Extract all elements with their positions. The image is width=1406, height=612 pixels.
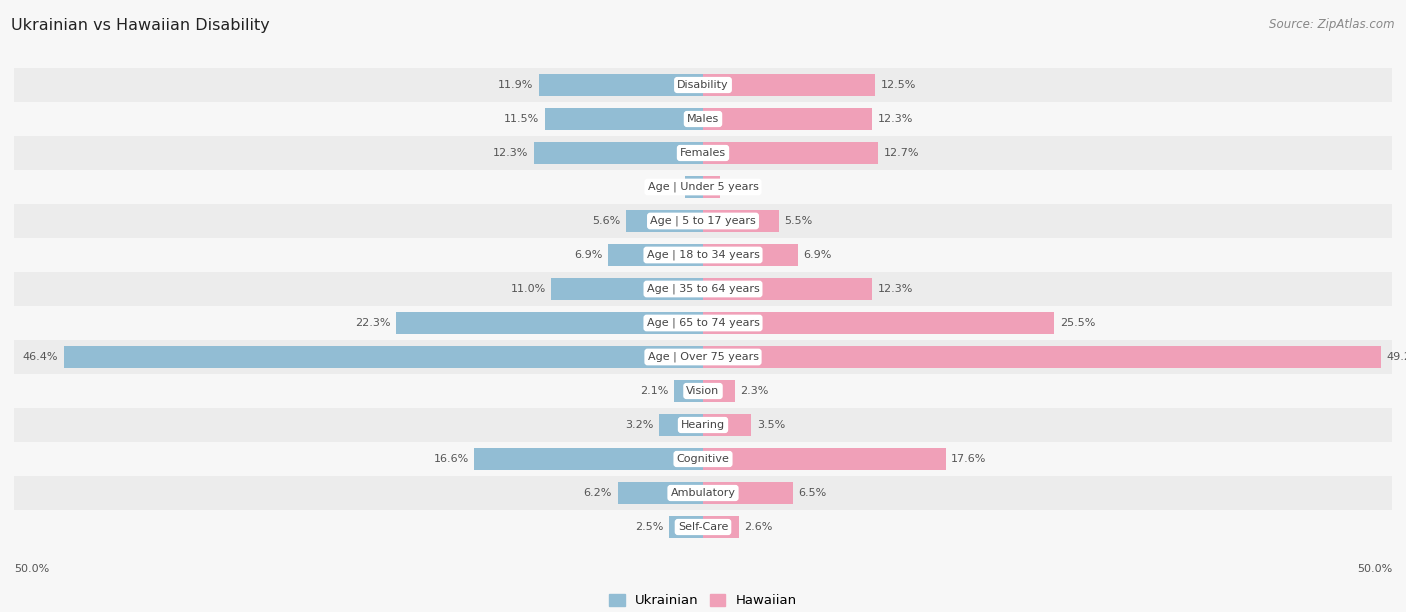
Bar [703, 75, 875, 95]
Text: Age | 65 to 74 years: Age | 65 to 74 years [647, 318, 759, 328]
Bar [659, 414, 703, 436]
Text: Age | 35 to 64 years: Age | 35 to 64 years [647, 284, 759, 294]
Bar [673, 381, 703, 401]
Text: 6.2%: 6.2% [583, 488, 612, 498]
Text: Disability: Disability [678, 80, 728, 90]
Text: 46.4%: 46.4% [22, 352, 58, 362]
Bar [14, 442, 1392, 476]
Text: Age | 5 to 17 years: Age | 5 to 17 years [650, 216, 756, 226]
Text: 3.2%: 3.2% [626, 420, 654, 430]
Text: 50.0%: 50.0% [14, 564, 49, 575]
Bar [474, 449, 703, 469]
Bar [703, 346, 1381, 368]
Bar [14, 68, 1392, 102]
Bar [533, 143, 703, 163]
Text: 11.0%: 11.0% [510, 284, 546, 294]
Bar [14, 408, 1392, 442]
Bar [63, 346, 703, 368]
Bar [703, 108, 873, 130]
Legend: Ukrainian, Hawaiian: Ukrainian, Hawaiian [603, 589, 803, 612]
Bar [703, 414, 751, 436]
Text: 6.9%: 6.9% [574, 250, 602, 260]
Text: Self-Care: Self-Care [678, 522, 728, 532]
Bar [703, 176, 720, 198]
Text: 12.3%: 12.3% [877, 114, 914, 124]
Text: 2.1%: 2.1% [640, 386, 669, 396]
Bar [538, 75, 703, 95]
Text: 2.6%: 2.6% [744, 522, 773, 532]
Bar [14, 306, 1392, 340]
Text: 2.5%: 2.5% [634, 522, 664, 532]
Bar [14, 476, 1392, 510]
Bar [703, 211, 779, 231]
Text: 2.3%: 2.3% [740, 386, 769, 396]
Text: 1.2%: 1.2% [725, 182, 754, 192]
Bar [14, 102, 1392, 136]
Bar [703, 143, 877, 163]
Bar [703, 313, 1054, 334]
Text: Age | Under 5 years: Age | Under 5 years [648, 182, 758, 192]
Text: Ambulatory: Ambulatory [671, 488, 735, 498]
Text: Cognitive: Cognitive [676, 454, 730, 464]
Text: 6.5%: 6.5% [799, 488, 827, 498]
Text: 50.0%: 50.0% [1357, 564, 1392, 575]
Text: Vision: Vision [686, 386, 720, 396]
Bar [617, 482, 703, 504]
Text: Ukrainian vs Hawaiian Disability: Ukrainian vs Hawaiian Disability [11, 18, 270, 34]
Bar [14, 170, 1392, 204]
Bar [703, 482, 793, 504]
Bar [703, 517, 738, 537]
Bar [14, 340, 1392, 374]
Text: 22.3%: 22.3% [354, 318, 391, 328]
Text: Males: Males [688, 114, 718, 124]
Text: 1.3%: 1.3% [651, 182, 679, 192]
Text: 17.6%: 17.6% [950, 454, 987, 464]
Text: 12.3%: 12.3% [492, 148, 529, 158]
Text: 5.5%: 5.5% [785, 216, 813, 226]
Text: 12.5%: 12.5% [880, 80, 917, 90]
Text: 49.2%: 49.2% [1386, 352, 1406, 362]
Text: Females: Females [681, 148, 725, 158]
Text: 16.6%: 16.6% [433, 454, 468, 464]
Text: 6.9%: 6.9% [804, 250, 832, 260]
Text: 11.9%: 11.9% [498, 80, 533, 90]
Bar [544, 108, 703, 130]
Bar [703, 381, 735, 401]
Text: 25.5%: 25.5% [1060, 318, 1095, 328]
Bar [626, 211, 703, 231]
Text: Age | Over 75 years: Age | Over 75 years [648, 352, 758, 362]
Bar [395, 313, 703, 334]
Bar [14, 374, 1392, 408]
Text: 11.5%: 11.5% [503, 114, 538, 124]
Text: 3.5%: 3.5% [756, 420, 785, 430]
Text: Hearing: Hearing [681, 420, 725, 430]
Bar [14, 238, 1392, 272]
Bar [703, 278, 873, 299]
Bar [685, 176, 703, 198]
Bar [551, 278, 703, 299]
Text: 12.3%: 12.3% [877, 284, 914, 294]
Bar [14, 510, 1392, 544]
Bar [607, 244, 703, 266]
Bar [703, 449, 945, 469]
Text: 12.7%: 12.7% [883, 148, 920, 158]
Bar [14, 136, 1392, 170]
Bar [669, 517, 703, 537]
Bar [14, 204, 1392, 238]
Text: 5.6%: 5.6% [592, 216, 620, 226]
Text: Age | 18 to 34 years: Age | 18 to 34 years [647, 250, 759, 260]
Text: Source: ZipAtlas.com: Source: ZipAtlas.com [1270, 18, 1395, 31]
Bar [14, 272, 1392, 306]
Bar [703, 244, 799, 266]
